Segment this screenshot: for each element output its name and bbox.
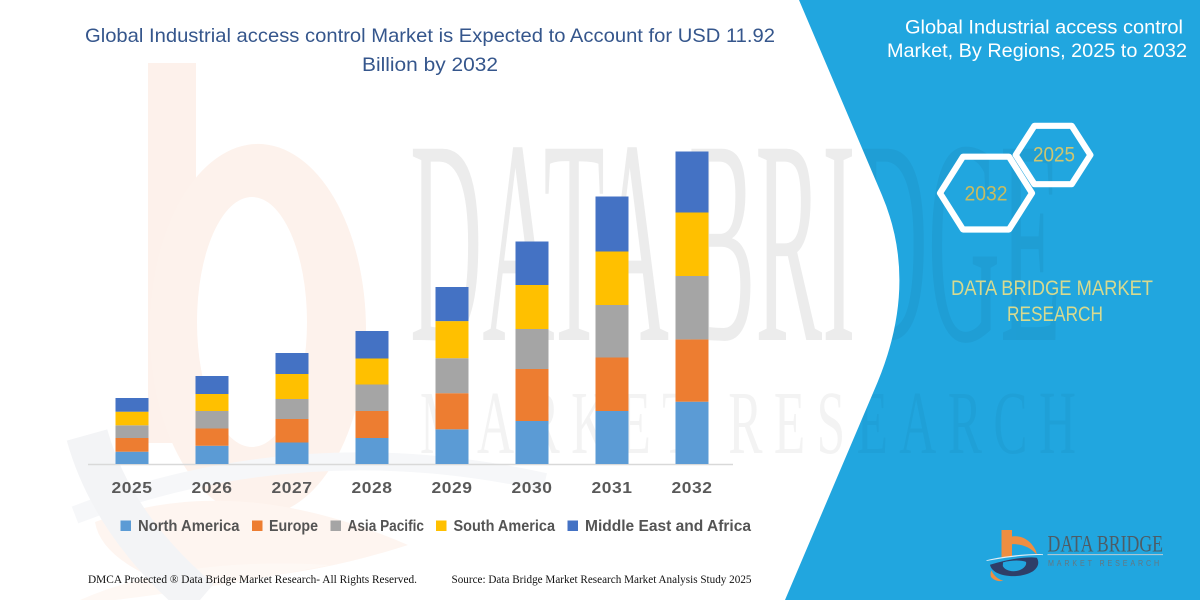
svg-text:DATA BRIDGE: DATA BRIDGE [1048,532,1164,557]
svg-text:2032: 2032 [672,480,713,497]
svg-text:Billion by 2032: Billion by 2032 [362,54,498,76]
svg-text:2027: 2027 [272,480,313,497]
svg-text:Global Industrial access contr: Global Industrial access control [905,17,1183,39]
svg-text:2025: 2025 [112,480,153,497]
svg-text:MARKET RESEARCH: MARKET RESEARCH [1048,559,1162,568]
svg-text:Middle East and Africa: Middle East and Africa [585,518,751,535]
svg-text:2032: 2032 [965,183,1008,206]
svg-text:South America: South America [454,518,556,535]
svg-text:2025: 2025 [1033,144,1075,167]
svg-text:2026: 2026 [192,480,233,497]
svg-text:2029: 2029 [432,480,473,497]
svg-text:DATA BRIDGE MARKET: DATA BRIDGE MARKET [951,277,1153,300]
svg-text:2031: 2031 [592,480,633,497]
svg-text:Europe: Europe [269,518,318,535]
svg-text:Market, By Regions, 2025 to 20: Market, By Regions, 2025 to 2032 [887,40,1187,62]
svg-text:North America: North America [138,518,240,535]
svg-text:Source: Data Bridge Market Res: Source: Data Bridge Market Research Mark… [452,574,752,586]
svg-text:Global Industrial access contr: Global Industrial access control Market … [85,25,775,47]
svg-text:DMCA Protected ® Data Bridge M: DMCA Protected ® Data Bridge Market Rese… [88,574,417,586]
svg-text:2028: 2028 [352,480,393,497]
svg-text:RESEARCH: RESEARCH [1007,303,1103,326]
svg-text:Asia Pacific: Asia Pacific [348,518,425,535]
svg-text:2030: 2030 [512,480,553,497]
